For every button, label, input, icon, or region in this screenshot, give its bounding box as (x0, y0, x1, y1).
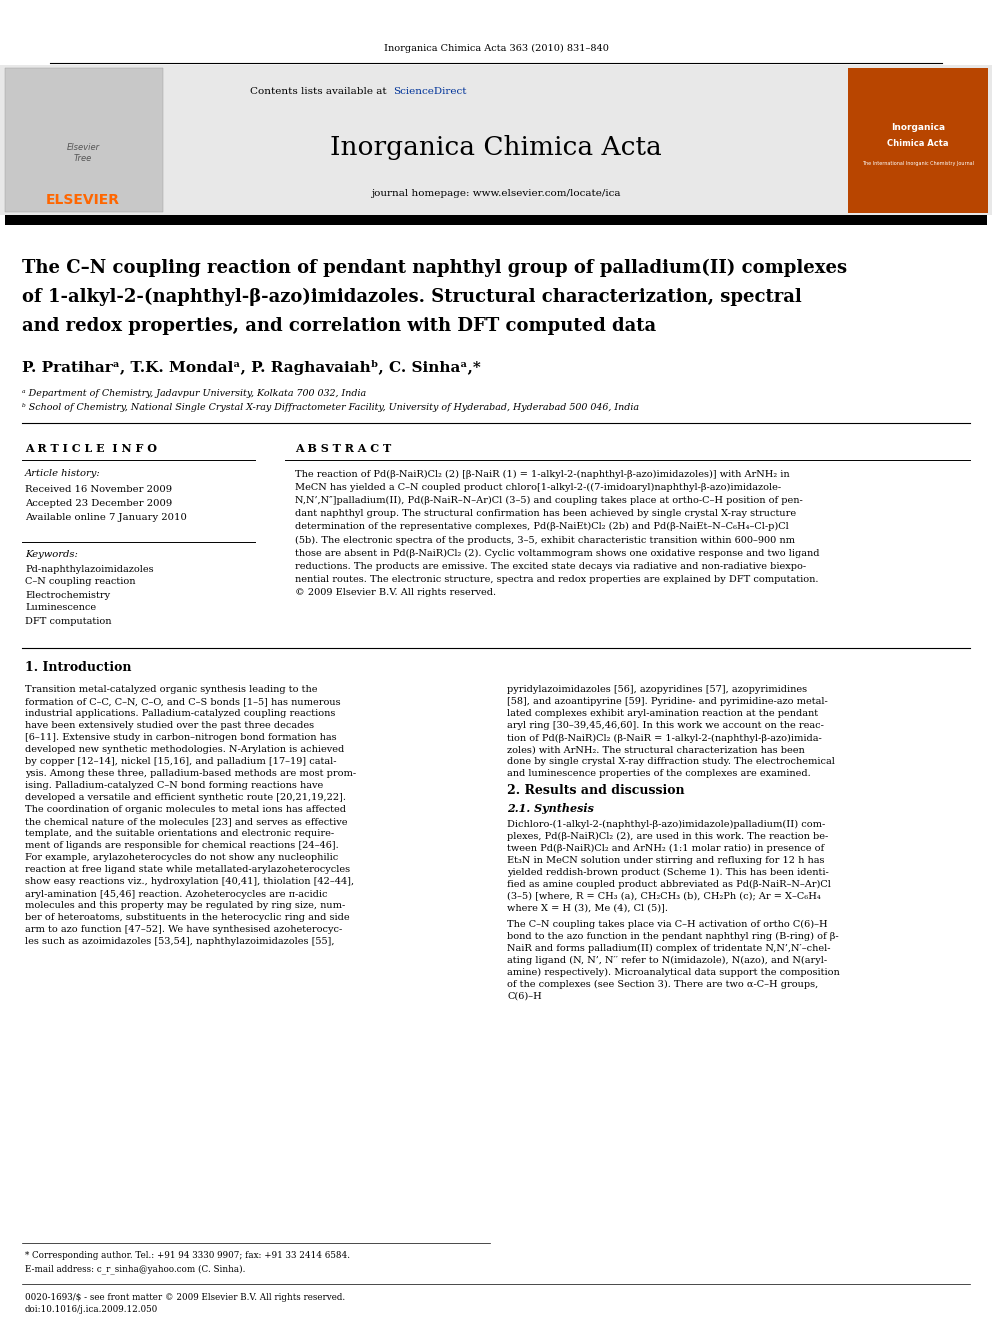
Text: done by single crystal X-ray diffraction study. The electrochemical: done by single crystal X-ray diffraction… (507, 758, 835, 766)
Text: developed new synthetic methodologies. N-Arylation is achieved: developed new synthetic methodologies. N… (25, 745, 344, 754)
Text: Inorganica Chimica Acta: Inorganica Chimica Acta (330, 135, 662, 160)
Text: dant naphthyl group. The structural confirmation has been achieved by single cry: dant naphthyl group. The structural conf… (295, 509, 797, 519)
Text: tion of Pd(β-NaiR)Cl₂ (β-NaiR = 1-alkyl-2-(naphthyl-β-azo)imida-: tion of Pd(β-NaiR)Cl₂ (β-NaiR = 1-alkyl-… (507, 733, 821, 742)
Text: the chemical nature of the molecules [23] and serves as effective: the chemical nature of the molecules [23… (25, 818, 347, 827)
Text: determination of the representative complexes, Pd(β-NaiEt)Cl₂ (2b) and Pd(β-NaiE: determination of the representative comp… (295, 523, 789, 532)
Text: The coordination of organic molecules to metal ions has affected: The coordination of organic molecules to… (25, 806, 346, 815)
Text: lated complexes exhibit aryl-amination reaction at the pendant: lated complexes exhibit aryl-amination r… (507, 709, 818, 718)
Text: Available online 7 January 2010: Available online 7 January 2010 (25, 512, 186, 521)
Text: ating ligand (N, N’, N′′ refer to N(imidazole), N(azo), and N(aryl-: ating ligand (N, N’, N′′ refer to N(imid… (507, 955, 827, 964)
Text: ELSEVIER: ELSEVIER (46, 193, 120, 206)
Text: * Corresponding author. Tel.: +91 94 3330 9907; fax: +91 33 2414 6584.: * Corresponding author. Tel.: +91 94 333… (25, 1252, 350, 1261)
Text: C(6)–H: C(6)–H (507, 991, 542, 1000)
Text: NaiR and forms palladium(II) complex of tridentate N,N’,N′–chel-: NaiR and forms palladium(II) complex of … (507, 943, 830, 953)
Bar (5, 216, 987, 225)
Text: Article history:: Article history: (25, 470, 101, 479)
Text: plexes, Pd(β-NaiR)Cl₂ (2), are used in this work. The reaction be-: plexes, Pd(β-NaiR)Cl₂ (2), are used in t… (507, 831, 828, 840)
Text: [58], and azoantipyrine [59]. Pyridine- and pyrimidine-azo metal-: [58], and azoantipyrine [59]. Pyridine- … (507, 697, 827, 706)
Text: Electrochemistry: Electrochemistry (25, 590, 110, 599)
Text: pyridylazoimidazoles [56], azopyridines [57], azopyrimidines: pyridylazoimidazoles [56], azopyridines … (507, 685, 807, 695)
Text: Dichloro-(1-alkyl-2-(naphthyl-β-azo)imidazole)palladium(II) com-: Dichloro-(1-alkyl-2-(naphthyl-β-azo)imid… (507, 819, 825, 828)
Text: MeCN has yielded a C–N coupled product chloro[1-alkyl-2-((7-imidoaryl)naphthyl-β: MeCN has yielded a C–N coupled product c… (295, 483, 781, 492)
Text: Inorganica: Inorganica (891, 123, 945, 132)
Text: A R T I C L E  I N F O: A R T I C L E I N F O (25, 442, 157, 454)
Bar (0, 65, 992, 216)
Text: Inorganica Chimica Acta 363 (2010) 831–840: Inorganica Chimica Acta 363 (2010) 831–8… (384, 44, 608, 53)
Text: 2. Results and discussion: 2. Results and discussion (507, 783, 684, 796)
Text: Chimica Acta: Chimica Acta (887, 139, 948, 147)
Text: doi:10.1016/j.ica.2009.12.050: doi:10.1016/j.ica.2009.12.050 (25, 1306, 159, 1315)
Text: Elsevier
Tree: Elsevier Tree (66, 143, 99, 163)
Text: arm to azo function [47–52]. We have synthesised azoheterocyc-: arm to azo function [47–52]. We have syn… (25, 926, 342, 934)
Text: show easy reactions viz., hydroxylation [40,41], thiolation [42–44],: show easy reactions viz., hydroxylation … (25, 877, 354, 886)
Text: 1. Introduction: 1. Introduction (25, 662, 132, 675)
Text: of 1-alkyl-2-(naphthyl-β-azo)imidazoles. Structural characterization, spectral: of 1-alkyl-2-(naphthyl-β-azo)imidazoles.… (22, 288, 802, 306)
Text: amine) respectively). Microanalytical data support the composition: amine) respectively). Microanalytical da… (507, 967, 840, 976)
Text: Contents lists available at: Contents lists available at (250, 87, 390, 97)
Text: les such as azoimidazoles [53,54], naphthylazoimidazoles [55],: les such as azoimidazoles [53,54], napht… (25, 938, 334, 946)
Text: © 2009 Elsevier B.V. All rights reserved.: © 2009 Elsevier B.V. All rights reserved… (295, 589, 496, 597)
Text: [6–11]. Extensive study in carbon–nitrogen bond formation has: [6–11]. Extensive study in carbon–nitrog… (25, 733, 336, 742)
Text: of the complexes (see Section 3). There are two α-C–H groups,: of the complexes (see Section 3). There … (507, 979, 818, 988)
Text: N,N’,N″]palladium(II), Pd(β-NaiR–N–Ar)Cl (3–5) and coupling takes place at ortho: N,N’,N″]palladium(II), Pd(β-NaiR–N–Ar)Cl… (295, 496, 803, 505)
Text: 2.1. Synthesis: 2.1. Synthesis (507, 803, 594, 814)
Text: The C–N coupling takes place via C–H activation of ortho C(6)–H: The C–N coupling takes place via C–H act… (507, 919, 827, 929)
Text: nential routes. The electronic structure, spectra and redox properties are expla: nential routes. The electronic structure… (295, 576, 818, 583)
Text: bond to the azo function in the pendant naphthyl ring (B-ring) of β-: bond to the azo function in the pendant … (507, 931, 838, 941)
Text: ᵃ Department of Chemistry, Jadavpur University, Kolkata 700 032, India: ᵃ Department of Chemistry, Jadavpur Univ… (22, 389, 366, 398)
Text: P. Pratiharᵃ, T.K. Mondalᵃ, P. Raghavaiahᵇ, C. Sinhaᵃ,*: P. Pratiharᵃ, T.K. Mondalᵃ, P. Raghavaia… (22, 360, 481, 376)
Text: (3–5) [where, R = CH₃ (a), CH₂CH₃ (b), CH₂Ph (c); Ar = X–C₆H₄: (3–5) [where, R = CH₃ (a), CH₂CH₃ (b), C… (507, 892, 820, 901)
Text: molecules and this property may be regulated by ring size, num-: molecules and this property may be regul… (25, 901, 345, 910)
Text: where X = H (3), Me (4), Cl (5)].: where X = H (3), Me (4), Cl (5)]. (507, 904, 668, 913)
Text: Transition metal-catalyzed organic synthesis leading to the: Transition metal-catalyzed organic synth… (25, 685, 317, 695)
Text: 0020-1693/$ - see front matter © 2009 Elsevier B.V. All rights reserved.: 0020-1693/$ - see front matter © 2009 El… (25, 1293, 345, 1302)
Text: DFT computation: DFT computation (25, 617, 111, 626)
Text: fied as amine coupled product abbreviated as Pd(β-NaiR–N–Ar)Cl: fied as amine coupled product abbreviate… (507, 880, 831, 889)
Text: (5b). The electronic spectra of the products, 3–5, exhibit characteristic transi: (5b). The electronic spectra of the prod… (295, 536, 795, 545)
Text: have been extensively studied over the past three decades: have been extensively studied over the p… (25, 721, 314, 730)
Text: The International Inorganic Chemistry Journal: The International Inorganic Chemistry Jo… (862, 160, 974, 165)
Text: ᵇ School of Chemistry, National Single Crystal X-ray Diffractometer Facility, Un: ᵇ School of Chemistry, National Single C… (22, 404, 639, 413)
Text: those are absent in Pd(β-NaiR)Cl₂ (2). Cyclic voltammogram shows one oxidative r: those are absent in Pd(β-NaiR)Cl₂ (2). C… (295, 549, 819, 558)
Text: ber of heteroatoms, substituents in the heterocyclic ring and side: ber of heteroatoms, substituents in the … (25, 913, 349, 922)
Text: formation of C–C, C–N, C–O, and C–S bonds [1–5] has numerous: formation of C–C, C–N, C–O, and C–S bond… (25, 697, 340, 706)
Text: The C–N coupling reaction of pendant naphthyl group of palladium(II) complexes: The C–N coupling reaction of pendant nap… (22, 259, 847, 277)
Text: ment of ligands are responsible for chemical reactions [24–46].: ment of ligands are responsible for chem… (25, 841, 338, 851)
Text: Accepted 23 December 2009: Accepted 23 December 2009 (25, 499, 173, 508)
Text: tween Pd(β-NaiR)Cl₂ and ArNH₂ (1:1 molar ratio) in presence of: tween Pd(β-NaiR)Cl₂ and ArNH₂ (1:1 molar… (507, 844, 824, 852)
Text: and redox properties, and correlation with DFT computed data: and redox properties, and correlation wi… (22, 318, 656, 335)
Bar (848, 67, 988, 213)
Text: reductions. The products are emissive. The excited state decays via radiative an: reductions. The products are emissive. T… (295, 562, 806, 572)
Text: aryl-amination [45,46] reaction. Azoheterocycles are π-acidic: aryl-amination [45,46] reaction. Azohete… (25, 889, 327, 898)
Text: template, and the suitable orientations and electronic require-: template, and the suitable orientations … (25, 830, 334, 839)
Text: Pd-naphthylazoimidazoles: Pd-naphthylazoimidazoles (25, 565, 154, 573)
Text: by copper [12–14], nickel [15,16], and palladium [17–19] catal-: by copper [12–14], nickel [15,16], and p… (25, 758, 336, 766)
Text: A B S T R A C T: A B S T R A C T (295, 442, 391, 454)
Text: and luminescence properties of the complexes are examined.: and luminescence properties of the compl… (507, 770, 810, 778)
Text: Received 16 November 2009: Received 16 November 2009 (25, 484, 173, 493)
Text: Keywords:: Keywords: (25, 550, 78, 560)
Text: industrial applications. Palladium-catalyzed coupling reactions: industrial applications. Palladium-catal… (25, 709, 335, 718)
Text: zoles) with ArNH₂. The structural characterization has been: zoles) with ArNH₂. The structural charac… (507, 745, 805, 754)
Text: aryl ring [30–39,45,46,60]. In this work we account on the reac-: aryl ring [30–39,45,46,60]. In this work… (507, 721, 824, 730)
Text: C–N coupling reaction: C–N coupling reaction (25, 578, 136, 586)
Text: ysis. Among these three, palladium-based methods are most prom-: ysis. Among these three, palladium-based… (25, 770, 356, 778)
Text: Luminescence: Luminescence (25, 603, 96, 613)
Text: yielded reddish-brown product (Scheme 1). This has been identi-: yielded reddish-brown product (Scheme 1)… (507, 868, 828, 877)
Text: Et₃N in MeCN solution under stirring and refluxing for 12 h has: Et₃N in MeCN solution under stirring and… (507, 856, 824, 864)
Bar (5, 67, 163, 212)
Text: ScienceDirect: ScienceDirect (393, 87, 466, 97)
Text: The reaction of Pd(β-NaiR)Cl₂ (2) [β-NaiR (1) = 1-alkyl-2-(naphthyl-β-azo)imidaz: The reaction of Pd(β-NaiR)Cl₂ (2) [β-Nai… (295, 470, 790, 479)
Text: reaction at free ligand state while metallated-arylazoheterocycles: reaction at free ligand state while meta… (25, 865, 350, 875)
Text: journal homepage: www.elsevier.com/locate/ica: journal homepage: www.elsevier.com/locat… (371, 188, 621, 197)
Text: E-mail address: c_r_sinha@yahoo.com (C. Sinha).: E-mail address: c_r_sinha@yahoo.com (C. … (25, 1263, 245, 1274)
Text: For example, arylazoheterocycles do not show any nucleophilic: For example, arylazoheterocycles do not … (25, 853, 338, 863)
Text: ising. Palladium-catalyzed C–N bond forming reactions have: ising. Palladium-catalyzed C–N bond form… (25, 782, 323, 791)
Text: developed a versatile and efficient synthetic route [20,21,19,22].: developed a versatile and efficient synt… (25, 794, 346, 803)
